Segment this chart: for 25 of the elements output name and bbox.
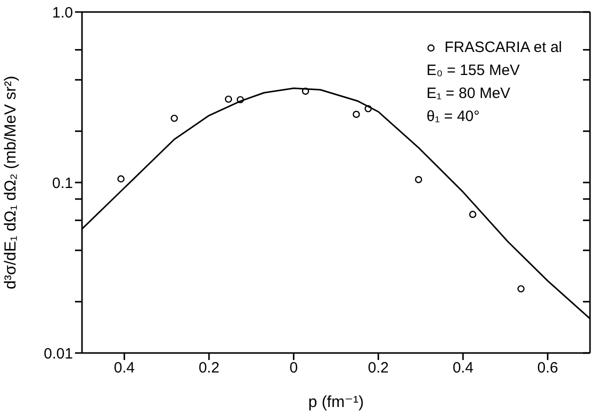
point: [517, 285, 525, 292]
annotation: E₁ = 80 MeV: [426, 84, 512, 104]
legend-label: FRASCARIA et al: [444, 38, 562, 58]
x-tick-label: 0.4: [452, 360, 474, 377]
x-tick-label: 0.6: [537, 360, 558, 377]
point: [414, 176, 422, 184]
x-tick-label: 0.4: [114, 360, 135, 377]
point: [117, 175, 125, 182]
x-tick-label: 0.2: [368, 360, 389, 377]
y-tick-label: 0.1: [52, 174, 73, 192]
point: [352, 110, 360, 118]
point: [469, 210, 476, 218]
point: [224, 96, 232, 103]
point: [302, 88, 310, 95]
y-axis-title: d³σ/dE₁ dΩ₁ dΩ₂ (mb/MeV sr²): [2, 76, 20, 290]
x-tick-label: 0: [289, 360, 298, 377]
annotation: E₀ = 155 MeV: [426, 61, 521, 81]
y-tick-label: 0.01: [44, 345, 73, 362]
point: [236, 96, 244, 104]
point: [364, 105, 372, 112]
y-tick-label: 1.0: [52, 4, 73, 22]
annotation: θ₁ = 40°: [426, 107, 481, 127]
point: [170, 114, 178, 122]
x-tick-label: 0.2: [198, 360, 220, 377]
x-axis-title: p (fm⁻¹): [308, 394, 364, 411]
